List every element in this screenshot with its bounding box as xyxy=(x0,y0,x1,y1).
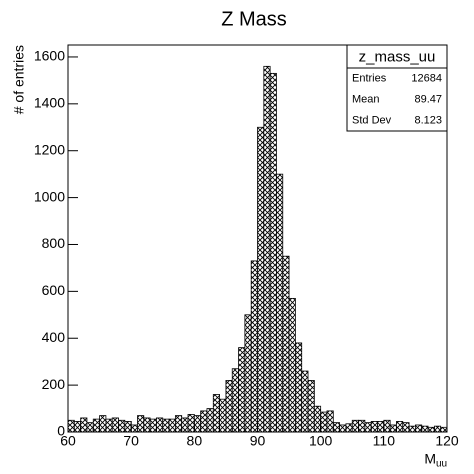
bar xyxy=(244,314,252,433)
bar xyxy=(73,421,82,433)
bar xyxy=(238,347,246,433)
bar xyxy=(250,260,258,433)
x-tick-label: 90 xyxy=(250,433,266,449)
bar xyxy=(174,415,183,433)
bar xyxy=(415,424,423,433)
bar xyxy=(396,421,404,433)
bar xyxy=(377,421,385,433)
bar xyxy=(187,414,195,433)
bar xyxy=(402,422,410,433)
bar xyxy=(345,423,353,433)
bar xyxy=(433,425,442,433)
bar xyxy=(276,173,284,433)
bar xyxy=(92,418,100,433)
stats-box xyxy=(346,44,448,132)
bar xyxy=(137,415,145,433)
x-tick-label: 60 xyxy=(60,433,76,449)
bar xyxy=(313,405,322,433)
stats-label: Mean xyxy=(352,93,380,105)
x-tick-label: 100 xyxy=(309,433,333,449)
bar xyxy=(111,417,119,433)
bar xyxy=(383,419,391,433)
bar xyxy=(332,422,341,433)
y-tick-label: 1200 xyxy=(34,141,65,157)
bar xyxy=(389,424,397,433)
bar xyxy=(408,425,416,433)
bar xyxy=(212,394,221,433)
bar xyxy=(269,72,277,433)
bar xyxy=(181,417,189,433)
y-tick-label: 800 xyxy=(42,235,66,251)
bar xyxy=(206,408,214,433)
bar xyxy=(263,65,271,433)
x-tick-label: 120 xyxy=(435,433,459,449)
bar xyxy=(67,419,75,433)
bar xyxy=(80,417,88,433)
bar xyxy=(193,415,202,433)
bar xyxy=(143,417,151,433)
bar xyxy=(351,419,359,433)
stats-value: 12684 xyxy=(411,72,442,84)
stats-value: 8.123 xyxy=(414,114,442,126)
y-axis-label: # of entries xyxy=(11,45,27,114)
stats-label: Entries xyxy=(352,72,387,84)
bar xyxy=(124,421,132,433)
bar xyxy=(307,380,315,433)
bar xyxy=(301,370,309,433)
bar xyxy=(257,126,265,433)
bar xyxy=(421,425,429,433)
y-tick-label: 400 xyxy=(42,329,66,345)
bar xyxy=(225,380,233,433)
bar xyxy=(320,411,328,433)
bar xyxy=(358,419,366,433)
bar xyxy=(156,417,164,433)
bar xyxy=(282,255,290,433)
x-tick-label: 80 xyxy=(187,433,203,449)
y-tick-label: 1600 xyxy=(34,48,65,64)
bar xyxy=(326,410,334,433)
y-tick-label: 1000 xyxy=(34,188,65,204)
x-axis-label-sub: uu xyxy=(436,459,447,470)
x-axis-label: M xyxy=(424,451,436,467)
stats-label: Std Dev xyxy=(352,114,392,126)
bar xyxy=(130,424,138,433)
bar xyxy=(231,368,239,433)
stats-title: z_mass_uu xyxy=(359,48,436,65)
y-tick-label: 1400 xyxy=(34,95,65,111)
bar xyxy=(118,419,126,433)
bar xyxy=(288,297,296,433)
y-tick-label: 0 xyxy=(57,423,65,439)
bar xyxy=(86,422,94,433)
bar xyxy=(219,398,227,433)
chart-title: Z Mass xyxy=(221,8,287,30)
bar xyxy=(370,421,378,433)
stats-value: 89.47 xyxy=(414,93,442,105)
bar xyxy=(364,422,372,433)
bar xyxy=(99,415,107,433)
bar xyxy=(162,418,170,433)
bar xyxy=(168,418,176,433)
bar xyxy=(149,418,157,433)
y-tick-label: 200 xyxy=(42,376,66,392)
x-tick-label: 110 xyxy=(373,433,396,449)
bar xyxy=(105,418,113,433)
bar xyxy=(200,410,208,433)
bar xyxy=(440,426,448,433)
x-tick-label: 70 xyxy=(123,433,139,449)
bar xyxy=(427,426,435,433)
bar xyxy=(339,424,347,433)
y-tick-label: 600 xyxy=(42,282,66,298)
bar xyxy=(294,342,303,433)
